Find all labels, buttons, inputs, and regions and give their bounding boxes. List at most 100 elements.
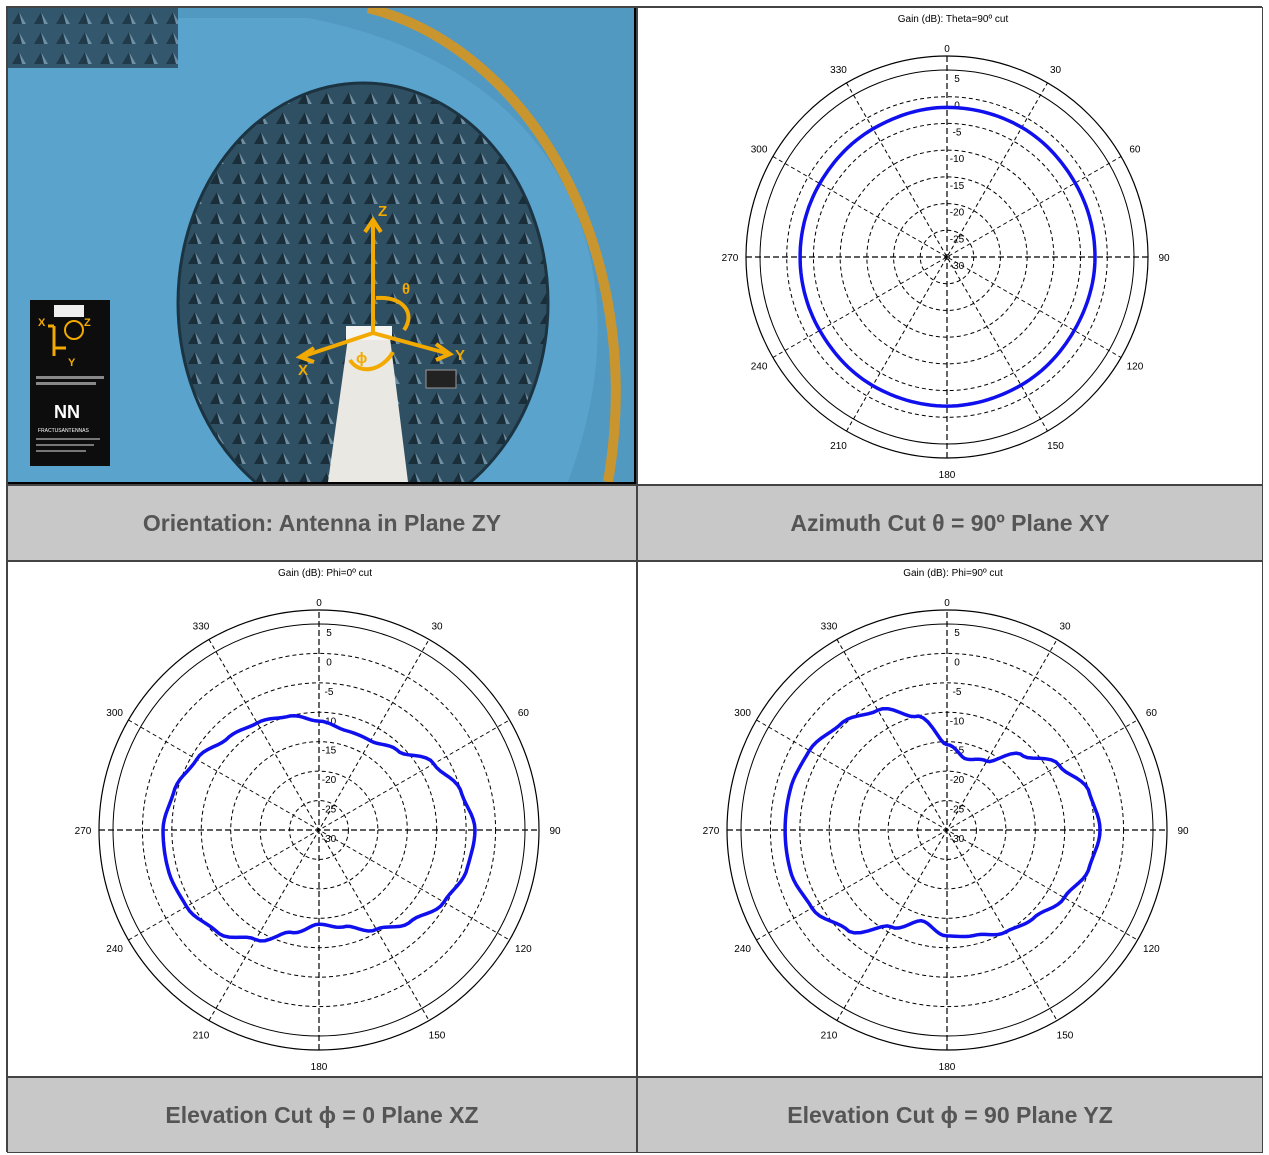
angle-label: 90 [1177,826,1189,837]
z-axis-label: Z [378,203,387,220]
angle-label: 120 [1143,944,1160,955]
anechoic-chamber-photo: Z Y X θ ϕ X Z Y NN FRACTUSANTENNAS [8,8,634,484]
polar-ring [887,770,1007,890]
radial-tick-label: -25 [322,805,337,816]
radiation-pattern-curve [798,105,1097,408]
angle-label: 240 [751,362,768,373]
radial-tick-label: -20 [322,775,337,786]
elevation-phi0-polar-chart: Gain (dB): Phi=0º cut 0 30 60 90 120 150 180 210… [75,568,561,1073]
chart-title: Gain (dB): Phi=90º cut [903,568,1003,579]
azimuth-plot-cell: Gain (dB): Theta=90º cut 0 30 60 90 120 150 180… [637,7,1263,485]
angle-label: 210 [830,441,847,452]
angle-label: 270 [722,253,739,264]
radial-tick-label: -5 [325,687,334,698]
azimuth-caption: Azimuth Cut θ = 90º Plane XY [637,485,1263,561]
polar-grid [745,55,1149,459]
brand-name: FRACTUSANTENNAS [38,428,90,434]
angle-label: 150 [429,1030,446,1041]
polar-spoke [772,156,1122,358]
angle-label: 270 [703,826,720,837]
angle-label: 330 [830,65,847,76]
angle-label: 240 [734,944,751,955]
antenna-mast [328,338,408,482]
elevation-phi90-polar-chart: Gain (dB): Phi=90º cut 0 30 60 90 120 150 180 21… [703,568,1189,1073]
angle-label: 150 [1047,441,1064,452]
chamber-photo-cell: Z Y X θ ϕ X Z Y NN FRACTUSANTENNAS [7,7,637,485]
radiation-pattern-curve [783,706,1102,939]
radial-tick-label: 5 [954,74,960,85]
photo-caption: Orientation: Antenna in Plane ZY [7,485,637,561]
radial-tick-label: -30 [950,261,965,272]
card-z-label: Z [84,317,91,329]
x-axis-label: X [298,362,308,379]
polar-ring [259,770,379,890]
angle-label: 90 [549,826,561,837]
angle-label: 30 [1050,65,1062,76]
angle-label: 300 [106,708,123,719]
angle-label: 300 [734,708,751,719]
angle-label: 0 [944,44,950,55]
card-x-label: X [38,317,46,329]
angle-label: 90 [1158,253,1170,264]
polar-spoke [208,639,430,1021]
y-axis-label: Y [455,347,465,364]
radial-tick-label: -15 [322,746,337,757]
figure-table: Z Y X θ ϕ X Z Y NN FRACTUSANTENNAS [6,6,1263,1153]
angle-label: 210 [193,1030,210,1041]
radial-tick-label: -20 [950,208,965,219]
card-y-label: Y [68,357,76,369]
elevation-phi0-plot-cell: Gain (dB): Phi=0º cut 0 30 60 90 120 150 180 210… [7,561,637,1077]
angle-label: 180 [939,470,956,481]
angle-label: 60 [1146,708,1158,719]
polar-spoke [846,82,1048,432]
polar-grid [726,609,1168,1051]
wood-rim [366,8,621,483]
angle-label: 210 [821,1030,838,1041]
angle-label: 30 [1059,622,1071,633]
chart-title: Gain (dB): Phi=0º cut [278,568,372,579]
angle-label: 150 [1057,1030,1074,1041]
elevation-phi0-caption: Elevation Cut ϕ = 0 Plane XZ [7,1077,637,1153]
radial-tick-label: 5 [954,628,960,639]
angle-label: 60 [518,708,530,719]
radial-tick-label: 5 [326,628,332,639]
angle-label: 0 [944,598,950,609]
angle-label: 270 [75,826,92,837]
axis-arrows [295,216,455,372]
angle-label: 120 [1127,362,1144,373]
angle-label: 330 [821,622,838,633]
polar-grid [98,609,540,1051]
brand-logo: NN [54,402,80,422]
angle-label: 60 [1129,145,1141,156]
radiation-pattern-curve [161,713,477,943]
polar-spoke [772,156,1122,358]
polar-spoke [846,82,1048,432]
radial-tick-label: -5 [953,127,962,138]
theta-label: θ [402,281,410,298]
angle-label: 0 [316,598,322,609]
polar-spoke [836,639,1058,1021]
radial-tick-label: -10 [950,154,965,165]
radial-tick-label: -5 [953,687,962,698]
radial-tick-label: 0 [954,657,960,668]
angle-label: 30 [431,622,443,633]
phi-label: ϕ [356,350,367,367]
radial-tick-label: -25 [950,234,965,245]
angle-label: 300 [751,145,768,156]
angle-label: 240 [106,944,123,955]
chart-title: Gain (dB): Theta=90º cut [898,14,1009,25]
radial-tick-label: 0 [326,657,332,668]
radial-tick-label: -25 [950,805,965,816]
radial-tick-label: -30 [950,834,965,845]
angle-label: 180 [939,1062,956,1073]
elevation-phi90-caption: Elevation Cut ϕ = 90 Plane YZ [637,1077,1263,1153]
reference-card: X Z Y NN FRACTUSANTENNAS [30,300,110,466]
radial-tick-label: -30 [322,834,337,845]
angle-label: 330 [193,622,210,633]
azimuth-polar-chart: Gain (dB): Theta=90º cut 0 30 60 90 120 150 180… [722,14,1170,481]
angle-label: 120 [515,944,532,955]
elevation-phi90-plot-cell: Gain (dB): Phi=90º cut 0 30 60 90 120 150 180 21… [637,561,1263,1077]
radial-tick-label: -15 [950,181,965,192]
radial-tick-label: -20 [950,775,965,786]
angle-label: 180 [311,1062,328,1073]
